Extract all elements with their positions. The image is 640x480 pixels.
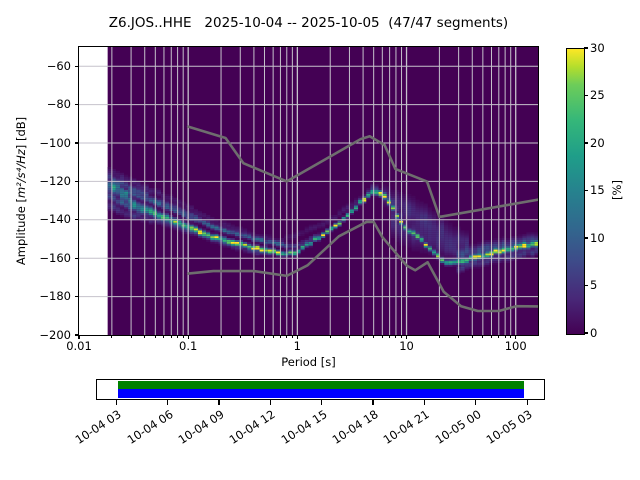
colorbar-tick-label: 5: [590, 278, 598, 292]
y-tick-label: −200: [39, 327, 71, 342]
coverage-tick-mark: [218, 400, 220, 405]
x-tick-label: 10: [399, 339, 414, 353]
colorbar-tick-label: 15: [590, 183, 605, 197]
x-minor-tick-mark: [438, 335, 440, 338]
x-minor-tick-mark: [482, 335, 484, 338]
colorbar-tick-label: 0: [590, 325, 598, 340]
coverage-tick-mark: [167, 400, 169, 405]
x-minor-tick-mark: [471, 335, 473, 338]
y-tick-label: −100: [39, 135, 71, 150]
x-minor-tick-mark: [389, 335, 391, 338]
x-minor-tick-mark: [279, 335, 281, 338]
x-minor-tick-mark: [182, 335, 184, 338]
x-tick-label: 0.01: [66, 339, 92, 353]
x-minor-tick-mark: [362, 335, 364, 338]
colorbar-tick-mark: [584, 94, 588, 97]
x-minor-tick-mark: [144, 335, 146, 338]
x-minor-tick-mark: [272, 335, 274, 338]
y-tick-mark: [75, 142, 79, 144]
y-tick-label: −80: [46, 97, 71, 112]
x-minor-tick-mark: [220, 335, 222, 338]
x-minor-tick-mark: [381, 335, 383, 338]
y-tick-label: −140: [39, 212, 71, 227]
colorbar-tick-label: 10: [590, 230, 605, 245]
x-minor-tick-mark: [401, 335, 403, 338]
x-minor-tick-mark: [263, 335, 265, 338]
x-tick-label: 0.1: [179, 339, 198, 353]
x-axis-label: Period [s]: [281, 355, 336, 369]
y-tick-mark: [75, 257, 79, 259]
y-tick-mark: [75, 296, 79, 298]
colorbar-tick-mark: [584, 237, 588, 239]
coverage-tick-mark: [115, 400, 117, 405]
x-tick-label: 100: [504, 339, 527, 353]
colorbar-tick-mark: [584, 142, 588, 144]
colorbar-tick-mark: [584, 189, 588, 192]
coverage-timeline-box: [96, 379, 545, 400]
coverage-tick-mark: [321, 400, 323, 405]
coverage-tick-mark: [526, 400, 528, 405]
y-tick-mark: [75, 65, 79, 67]
x-minor-tick-mark: [111, 335, 113, 338]
x-minor-tick-mark: [286, 335, 288, 338]
x-minor-tick-mark: [170, 335, 172, 338]
y-tick-label: −120: [39, 173, 71, 188]
coverage-bar-green: [118, 381, 524, 389]
x-minor-tick-mark: [154, 335, 156, 338]
coverage-bar-blue: [118, 389, 524, 398]
colorbar-tick-mark: [584, 284, 588, 287]
x-minor-tick-mark: [177, 335, 179, 338]
x-tick-label: 1: [293, 339, 301, 353]
y-tick-label: −180: [39, 289, 71, 304]
coverage-tick-mark: [475, 400, 477, 405]
x-tick-mark: [405, 335, 408, 339]
x-tick-mark: [515, 335, 517, 339]
coverage-tick-mark: [269, 400, 271, 405]
colorbar-tick-label: 30: [590, 40, 605, 55]
y-tick-mark: [75, 334, 79, 336]
y-tick-mark: [75, 219, 79, 221]
x-tick-mark: [187, 335, 189, 339]
y-tick-label: −160: [39, 250, 71, 265]
y-axis-label-math: m²/s⁴/Hz: [14, 149, 28, 199]
x-minor-tick-mark: [510, 335, 512, 338]
y-tick-mark: [75, 104, 79, 106]
x-minor-tick-mark: [395, 335, 397, 338]
x-tick-mark: [78, 335, 80, 339]
x-minor-tick-mark: [291, 335, 293, 338]
y-tick-label: −60: [46, 58, 71, 73]
x-minor-tick-mark: [239, 335, 241, 338]
plot-canvas: [79, 47, 538, 335]
x-minor-tick-mark: [163, 335, 165, 338]
colorbar-tick-mark: [584, 332, 588, 334]
colorbar-tick-mark: [584, 47, 588, 49]
x-minor-tick-mark: [373, 335, 375, 338]
colorbar-tick-label: 25: [590, 88, 605, 102]
plot-title: Z6.JOS..HHE 2025-10-04 -- 2025-10-05 (47…: [108, 15, 509, 31]
colorbar-tick-label: 20: [590, 135, 605, 150]
x-minor-tick-mark: [329, 335, 331, 338]
x-minor-tick-mark: [498, 335, 500, 338]
coverage-tick-mark: [372, 400, 374, 405]
coverage-tick-mark: [423, 400, 426, 405]
x-minor-tick-mark: [348, 335, 350, 338]
coverage-tick-label: 10-04 03: [72, 407, 124, 447]
colorbar: [566, 48, 585, 335]
x-minor-tick-mark: [458, 335, 460, 338]
x-minor-tick-mark: [504, 335, 506, 338]
x-minor-tick-mark: [490, 335, 492, 338]
x-minor-tick-mark: [253, 335, 255, 338]
x-minor-tick-mark: [130, 335, 132, 338]
y-tick-mark: [75, 180, 79, 182]
x-tick-mark: [296, 335, 298, 339]
